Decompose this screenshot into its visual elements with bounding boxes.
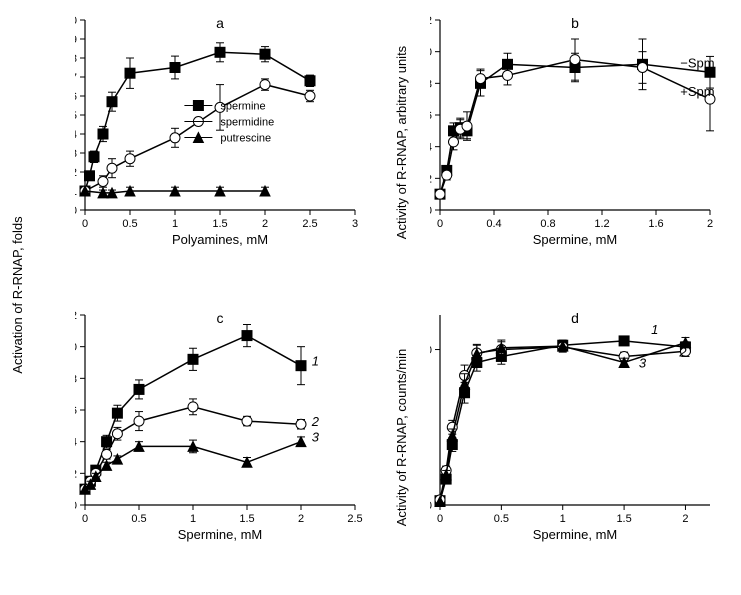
svg-text:8: 8 bbox=[75, 53, 77, 65]
svg-text:0: 0 bbox=[75, 205, 77, 217]
svg-text:a: a bbox=[216, 15, 224, 31]
svg-text:1.5: 1.5 bbox=[239, 513, 254, 525]
svg-text:6: 6 bbox=[75, 405, 77, 417]
svg-text:1.5: 1.5 bbox=[212, 218, 227, 230]
svg-text:2: 2 bbox=[262, 218, 268, 230]
svg-text:10: 10 bbox=[430, 47, 432, 59]
svg-text:7: 7 bbox=[75, 72, 77, 84]
svg-text:12: 12 bbox=[430, 15, 432, 27]
svg-text:c: c bbox=[217, 310, 224, 326]
svg-text:0: 0 bbox=[437, 218, 443, 230]
svg-text:3: 3 bbox=[639, 356, 647, 371]
svg-text:Spermine, mM: Spermine, mM bbox=[533, 232, 618, 247]
svg-text:0.8: 0.8 bbox=[540, 218, 555, 230]
svg-text:20000: 20000 bbox=[430, 345, 432, 357]
svg-text:−Spm: −Spm bbox=[680, 56, 714, 71]
svg-text:0: 0 bbox=[430, 205, 432, 217]
svg-text:1.2: 1.2 bbox=[594, 218, 609, 230]
svg-text:+Spm: +Spm bbox=[680, 84, 714, 99]
svg-text:8: 8 bbox=[430, 78, 432, 90]
svg-text:1: 1 bbox=[190, 513, 196, 525]
svg-text:0: 0 bbox=[437, 513, 443, 525]
svg-text:4: 4 bbox=[75, 129, 77, 141]
svg-text:3: 3 bbox=[75, 148, 77, 160]
svg-text:Spermine, mM: Spermine, mM bbox=[178, 527, 263, 542]
svg-text:9: 9 bbox=[75, 34, 77, 46]
figure: 00.511.522.53012345678910Polyamines, mMa… bbox=[0, 0, 741, 590]
svg-text:1: 1 bbox=[172, 218, 178, 230]
svg-text:2: 2 bbox=[311, 414, 320, 429]
svg-text:2: 2 bbox=[707, 218, 713, 230]
svg-text:4: 4 bbox=[75, 437, 77, 449]
svg-text:2.5: 2.5 bbox=[302, 218, 317, 230]
svg-text:Activation of R-RNAP, folds: Activation of R-RNAP, folds bbox=[10, 216, 25, 374]
svg-text:10: 10 bbox=[75, 342, 77, 354]
svg-text:spermidine: spermidine bbox=[220, 117, 274, 129]
svg-text:2: 2 bbox=[430, 173, 432, 185]
svg-text:Activity of R-RNAP, arbitrary: Activity of R-RNAP, arbitrary units bbox=[394, 45, 409, 239]
yaxis-label-right-d: Activity of R-RNAP, counts/min bbox=[392, 295, 412, 580]
svg-text:6: 6 bbox=[430, 110, 432, 122]
svg-text:0: 0 bbox=[75, 500, 77, 512]
svg-text:0.5: 0.5 bbox=[494, 513, 509, 525]
svg-text:0.5: 0.5 bbox=[122, 218, 137, 230]
svg-text:4: 4 bbox=[430, 142, 432, 154]
svg-text:1.5: 1.5 bbox=[616, 513, 631, 525]
panel-b: 0 0.4 0.8 1.2 1.6 2 0 2 4 6 8 10 12 Spermine, mM b −Spm… bbox=[430, 10, 720, 250]
svg-text:2.5: 2.5 bbox=[347, 513, 362, 525]
svg-text:Polyamines, mM: Polyamines, mM bbox=[172, 232, 268, 247]
yaxis-label-left: Activation of R-RNAP, folds bbox=[8, 0, 28, 590]
svg-text:0.4: 0.4 bbox=[486, 218, 501, 230]
svg-text:6: 6 bbox=[75, 91, 77, 103]
panel-a: 0 0.5 1 1.5 2 2.5 3 0 1 2 3 4 5 6 7 8 9 10 Polyamines, mM a… bbox=[75, 10, 365, 250]
svg-text:d: d bbox=[571, 310, 579, 326]
svg-text:2: 2 bbox=[298, 513, 304, 525]
svg-text:2000: 2000 bbox=[430, 500, 432, 512]
svg-text:0: 0 bbox=[82, 513, 88, 525]
svg-text:Spermine, mM: Spermine, mM bbox=[533, 527, 618, 542]
svg-text:10: 10 bbox=[75, 15, 77, 27]
svg-text:2: 2 bbox=[75, 167, 77, 179]
svg-text:2: 2 bbox=[678, 344, 687, 359]
svg-text:1.6: 1.6 bbox=[648, 218, 663, 230]
svg-text:1: 1 bbox=[312, 354, 319, 369]
svg-text:b: b bbox=[571, 15, 579, 31]
svg-text:1: 1 bbox=[651, 322, 658, 337]
svg-text:Activity of R-RNAP, counts/min: Activity of R-RNAP, counts/min bbox=[394, 349, 409, 526]
svg-text:1: 1 bbox=[560, 513, 566, 525]
svg-text:12: 12 bbox=[75, 310, 77, 322]
svg-text:0.5: 0.5 bbox=[131, 513, 146, 525]
svg-text:1: 1 bbox=[75, 186, 77, 198]
svg-text:5: 5 bbox=[75, 110, 77, 122]
svg-text:0: 0 bbox=[82, 218, 88, 230]
panel-d: 0 0.5 1 1.5 2 2000 20000 Spermine, mM d 1 2 3 bbox=[430, 305, 720, 545]
yaxis-label-right-b: Activity of R-RNAP, arbitrary units bbox=[392, 0, 412, 285]
svg-text:putrescine: putrescine bbox=[220, 133, 271, 145]
svg-text:3: 3 bbox=[312, 430, 320, 445]
svg-text:spermine: spermine bbox=[220, 101, 265, 113]
svg-text:8: 8 bbox=[75, 373, 77, 385]
svg-text:3: 3 bbox=[352, 218, 358, 230]
panel-c: 00.511.522.5024681012Spermine, mMc123 bbox=[75, 305, 365, 545]
svg-text:2: 2 bbox=[682, 513, 688, 525]
svg-text:2: 2 bbox=[75, 468, 77, 480]
